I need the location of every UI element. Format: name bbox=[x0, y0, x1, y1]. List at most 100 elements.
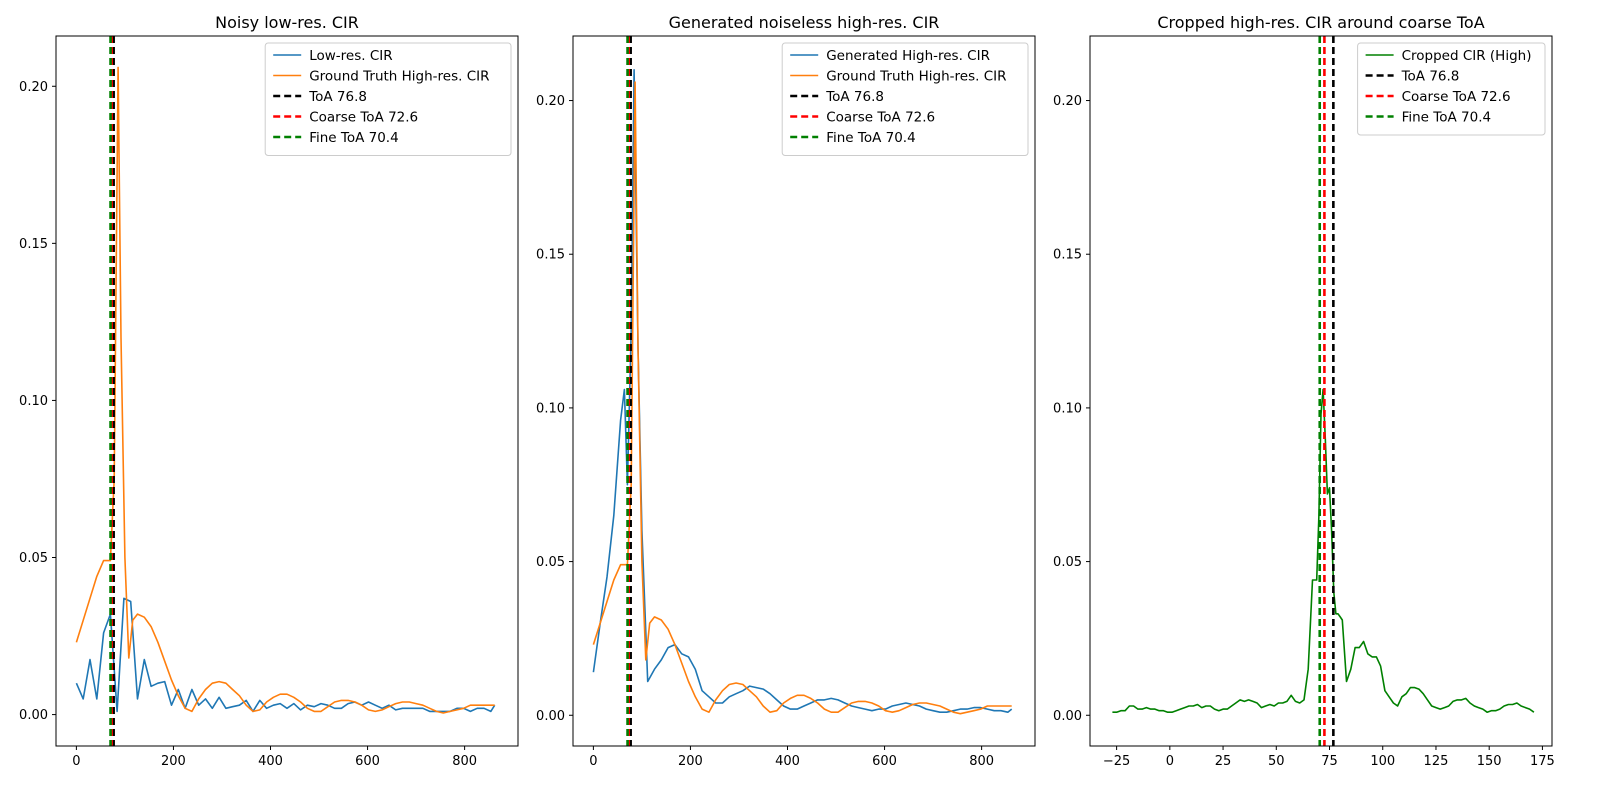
x-tick: 800 bbox=[969, 746, 994, 769]
x-tick: 25 bbox=[1215, 746, 1232, 769]
x-tick-label: 25 bbox=[1215, 754, 1232, 769]
x-tick-label: 75 bbox=[1321, 754, 1338, 769]
x-tick-label: 400 bbox=[775, 754, 800, 769]
series-line-ground-truth-high-res-cir bbox=[75, 66, 495, 714]
x-tick: 175 bbox=[1530, 746, 1555, 769]
legend-label: ToA 76.8 bbox=[308, 89, 367, 105]
y-tick-label: 0.15 bbox=[1053, 248, 1082, 263]
chart-panel-1: 0 200 400 600 800 0.00 0.05 0.10 0.15 0.20 Noisy l… bbox=[19, 13, 519, 769]
legend-item: Cropped CIR (High) bbox=[1365, 48, 1531, 64]
chart-title: Cropped high-res. CIR around coarse ToA bbox=[1157, 13, 1484, 32]
x-tick-label: 0 bbox=[1166, 754, 1174, 769]
x-tick-label: 175 bbox=[1530, 754, 1555, 769]
x-tick-label: 800 bbox=[969, 754, 994, 769]
x-tick-label: 200 bbox=[161, 754, 186, 769]
y-tick: 0.00 bbox=[19, 708, 56, 723]
x-tick: −25 bbox=[1103, 746, 1130, 769]
y-tick: 0.05 bbox=[536, 555, 573, 570]
y-tick-label: 0.05 bbox=[1053, 555, 1082, 570]
series-line-ground-truth-high-res-cir bbox=[592, 81, 1012, 715]
chart-panel-2: 0 200 400 600 800 0.00 0.05 0.10 0.15 0.20 Generat… bbox=[536, 13, 1036, 769]
legend-item: Low-res. CIR bbox=[273, 48, 393, 64]
chart-title: Generated noiseless high-res. CIR bbox=[669, 13, 940, 32]
x-tick: 75 bbox=[1321, 746, 1338, 769]
legend-label: Coarse ToA 72.6 bbox=[1402, 89, 1511, 105]
x-tick: 600 bbox=[872, 746, 897, 769]
legend-item: ToA 76.8 bbox=[1365, 69, 1460, 85]
axes-frame bbox=[1089, 35, 1553, 747]
legend-label: Fine ToA 70.4 bbox=[1402, 110, 1491, 126]
x-tick-label: −25 bbox=[1103, 754, 1130, 769]
y-tick: 0.00 bbox=[536, 709, 573, 724]
x-tick: 0 bbox=[72, 746, 81, 769]
plot-area bbox=[1112, 36, 1535, 746]
y-tick: 0.20 bbox=[1053, 94, 1090, 109]
y-tick: 0.10 bbox=[536, 401, 573, 416]
x-tick: 600 bbox=[355, 746, 380, 769]
x-tick-label: 400 bbox=[258, 754, 283, 769]
y-tick: 0.05 bbox=[1053, 555, 1090, 570]
y-tick: 0.20 bbox=[536, 94, 573, 109]
y-tick-label: 0.00 bbox=[19, 708, 48, 723]
legend-item: Fine ToA 70.4 bbox=[790, 130, 916, 146]
plot-area bbox=[75, 36, 496, 746]
x-tick: 0 bbox=[589, 746, 598, 769]
legend-item: Coarse ToA 72.6 bbox=[1365, 89, 1511, 105]
legend-item: Coarse ToA 72.6 bbox=[790, 110, 935, 126]
y-tick-label: 0.15 bbox=[536, 248, 565, 263]
plot-area bbox=[592, 36, 1013, 746]
series-line-cropped-cir-high- bbox=[1112, 388, 1535, 714]
legend-label: Ground Truth High-res. CIR bbox=[826, 69, 1006, 85]
x-tick: 400 bbox=[258, 746, 283, 769]
legend-label: Low-res. CIR bbox=[309, 48, 392, 64]
legend-label: ToA 76.8 bbox=[825, 89, 884, 105]
x-tick-label: 125 bbox=[1424, 754, 1449, 769]
axes-frame bbox=[572, 35, 1036, 747]
legend-item: Fine ToA 70.4 bbox=[273, 130, 399, 146]
y-tick: 0.15 bbox=[19, 237, 56, 252]
y-tick-label: 0.10 bbox=[536, 401, 565, 416]
axes-frame bbox=[55, 35, 519, 747]
legend-label: Ground Truth High-res. CIR bbox=[309, 69, 489, 85]
x-tick-label: 600 bbox=[872, 754, 897, 769]
x-tick: 200 bbox=[161, 746, 186, 769]
y-tick: 0.05 bbox=[19, 551, 56, 566]
y-tick-label: 0.20 bbox=[1053, 94, 1082, 109]
y-tick-label: 0.05 bbox=[536, 555, 565, 570]
x-tick: 150 bbox=[1477, 746, 1502, 769]
y-tick-label: 0.05 bbox=[19, 551, 48, 566]
y-tick-label: 0.15 bbox=[19, 237, 48, 252]
legend-label: Coarse ToA 72.6 bbox=[309, 110, 418, 126]
y-tick: 0.15 bbox=[1053, 248, 1090, 263]
x-tick-label: 800 bbox=[452, 754, 477, 769]
legend-item: Coarse ToA 72.6 bbox=[273, 110, 418, 126]
y-tick-label: 0.20 bbox=[536, 94, 565, 109]
y-tick-label: 0.00 bbox=[1053, 709, 1082, 724]
legend-item: Ground Truth High-res. CIR bbox=[273, 69, 490, 85]
legend-item: Fine ToA 70.4 bbox=[1365, 110, 1491, 126]
series-line-low-res-cir bbox=[75, 597, 496, 713]
legend-label: ToA 76.8 bbox=[1401, 69, 1460, 85]
x-tick: 200 bbox=[678, 746, 703, 769]
legend-label: Coarse ToA 72.6 bbox=[826, 110, 935, 126]
legend: Cropped CIR (High) ToA 76.8 Coarse ToA 72.… bbox=[1357, 42, 1546, 136]
x-tick-label: 150 bbox=[1477, 754, 1502, 769]
x-tick: 100 bbox=[1370, 746, 1395, 769]
y-tick-label: 0.20 bbox=[19, 80, 48, 95]
series-line-generated-high-res-cir bbox=[592, 69, 1013, 714]
legend-label: Generated High-res. CIR bbox=[826, 48, 990, 64]
x-tick-label: 0 bbox=[72, 754, 80, 769]
y-tick-label: 0.00 bbox=[536, 709, 565, 724]
legend: Low-res. CIR Ground Truth High-res. CIR To… bbox=[264, 42, 512, 156]
x-tick: 125 bbox=[1424, 746, 1449, 769]
legend: Generated High-res. CIR Ground Truth High… bbox=[781, 42, 1029, 156]
chart-panel-3: −25 0 25 50 75 100 125 150 175 0.00 0.05 0.10 0.15 0.… bbox=[1053, 13, 1555, 769]
legend-item: Generated High-res. CIR bbox=[790, 48, 990, 64]
x-tick-label: 50 bbox=[1268, 754, 1285, 769]
x-tick-label: 100 bbox=[1370, 754, 1395, 769]
chart-title: Noisy low-res. CIR bbox=[215, 13, 359, 32]
y-tick-label: 0.10 bbox=[1053, 401, 1082, 416]
y-tick: 0.10 bbox=[1053, 401, 1090, 416]
y-tick: 0.15 bbox=[536, 248, 573, 263]
